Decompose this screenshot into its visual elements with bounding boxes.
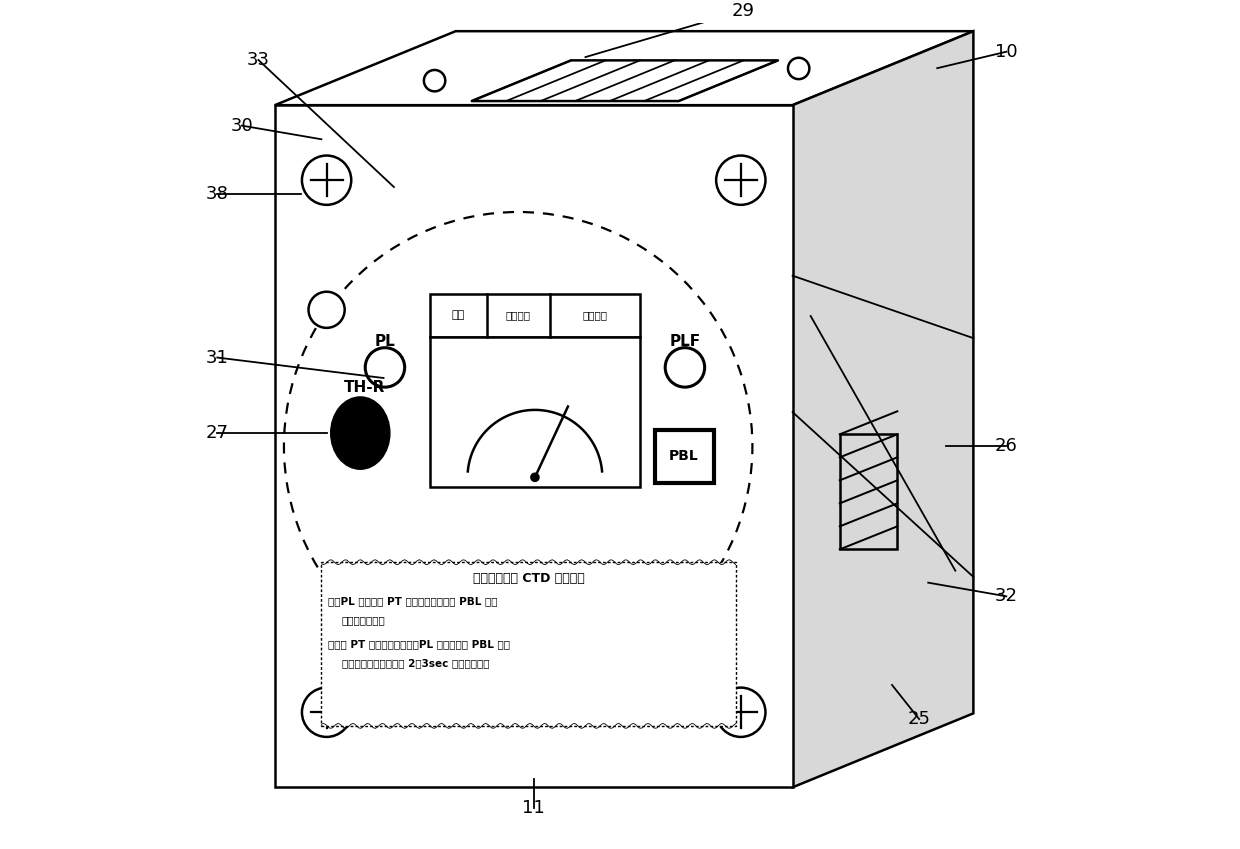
Text: PLF: PLF bbox=[670, 334, 701, 349]
Text: PL: PL bbox=[374, 334, 396, 349]
Text: PBL: PBL bbox=[670, 449, 699, 464]
Circle shape bbox=[787, 58, 810, 79]
Text: TH-R: TH-R bbox=[343, 380, 386, 396]
Polygon shape bbox=[471, 60, 779, 101]
Circle shape bbox=[424, 70, 445, 92]
Bar bbox=[430, 294, 640, 337]
Text: 25: 25 bbox=[908, 710, 931, 728]
Text: 可強制送電測試並確定 2～3sec 在有效電壓內: 可強制送電測試並確定 2～3sec 在有效電壓內 bbox=[342, 658, 490, 668]
Circle shape bbox=[717, 688, 765, 737]
Bar bbox=[321, 562, 735, 726]
Text: 29: 29 bbox=[732, 2, 755, 20]
Text: 正常: 正常 bbox=[451, 311, 465, 320]
Polygon shape bbox=[275, 31, 973, 105]
Text: 38: 38 bbox=[206, 185, 228, 203]
Text: 11: 11 bbox=[522, 799, 546, 817]
Text: 容量不足: 容量不足 bbox=[582, 311, 608, 320]
Circle shape bbox=[309, 292, 345, 328]
Circle shape bbox=[717, 155, 765, 205]
Circle shape bbox=[531, 473, 539, 481]
Text: 不會燒毀線路。: 不會燒毀線路。 bbox=[342, 616, 386, 626]
Ellipse shape bbox=[331, 397, 389, 469]
Text: 31: 31 bbox=[206, 349, 228, 367]
Text: 10: 10 bbox=[994, 42, 1018, 61]
Text: 電容跳脆裝置 CTD 測試方式: 電容跳脆裝置 CTD 測試方式 bbox=[472, 572, 584, 585]
Text: 32: 32 bbox=[994, 588, 1018, 605]
Text: 33: 33 bbox=[247, 51, 270, 69]
Text: 27: 27 bbox=[206, 424, 229, 441]
Circle shape bbox=[665, 348, 704, 387]
Text: 一、PL 燈亮表示 PT 二次側有來電接下 PBL 時，: 一、PL 燈亮表示 PT 二次側有來電接下 PBL 時， bbox=[329, 597, 497, 607]
Text: 二、當 PT 二次側電源關閉，PL 燈不亮接下 PBL 時，: 二、當 PT 二次側電源關閉，PL 燈不亮接下 PBL 時， bbox=[329, 639, 510, 649]
Circle shape bbox=[301, 155, 351, 205]
Circle shape bbox=[301, 688, 351, 737]
Text: 26: 26 bbox=[994, 437, 1018, 455]
Bar bbox=[655, 430, 714, 483]
Circle shape bbox=[366, 348, 404, 387]
Text: 電壓不足: 電壓不足 bbox=[506, 311, 531, 320]
Polygon shape bbox=[792, 31, 973, 787]
Bar bbox=[275, 105, 792, 787]
Text: 30: 30 bbox=[231, 116, 253, 135]
Bar bbox=[430, 337, 640, 487]
